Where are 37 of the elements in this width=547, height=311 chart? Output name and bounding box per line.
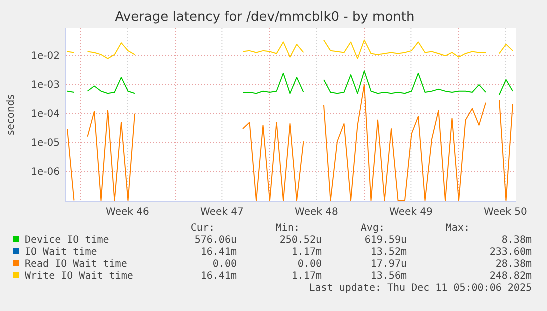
text: 248.82m: [490, 271, 532, 282]
text: 16.41m: [200, 271, 237, 282]
text: 0.00: [298, 259, 322, 270]
text: Cur:: [190, 223, 215, 234]
text: 8.38m: [502, 235, 532, 246]
y-tick-label: 1e-05: [31, 138, 60, 150]
x-tick-label: Week 46: [106, 207, 150, 218]
x-tick-label: Week 50: [484, 207, 528, 218]
legend-label: IO Wait time: [25, 247, 98, 258]
legend-label: Write IO Wait time: [25, 271, 134, 282]
text: 13.52m: [370, 247, 407, 258]
text: Min:: [276, 223, 300, 234]
text: 250.52u: [280, 235, 322, 246]
text: Max:: [446, 223, 470, 234]
text: 0.00: [212, 259, 237, 270]
text: 28.38m: [496, 259, 532, 270]
x-tick-label: Week 48: [295, 207, 338, 218]
legend-label: Read IO Wait time: [25, 259, 128, 270]
text: 233.60m: [490, 247, 532, 258]
text: 1.17m: [292, 271, 322, 282]
chart-title: Average latency for /dev/mmcblk0 - by month: [115, 10, 415, 25]
text: 13.56m: [370, 271, 407, 282]
y-tick-label: 1e-02: [31, 51, 60, 62]
y-tick-label: 1e-06: [31, 166, 60, 178]
x-tick-label: Week 47: [200, 207, 244, 218]
text: Last update: Thu Dec 11 05:00:06 2025: [309, 283, 532, 294]
legend-label: Device IO time: [25, 235, 110, 246]
text: 17.97u: [370, 259, 407, 270]
y-tick-label: 1e-03: [31, 80, 60, 92]
y-axis-title: seconds: [6, 94, 17, 136]
text: 619.59u: [364, 235, 407, 246]
text: 1.17m: [292, 247, 322, 258]
text: Avg:: [360, 223, 385, 234]
x-tick-label: Week 49: [390, 207, 433, 218]
y-tick-label: 1e-04: [31, 109, 60, 120]
text: 16.41m: [200, 247, 237, 258]
text: 576.06u: [194, 235, 237, 246]
